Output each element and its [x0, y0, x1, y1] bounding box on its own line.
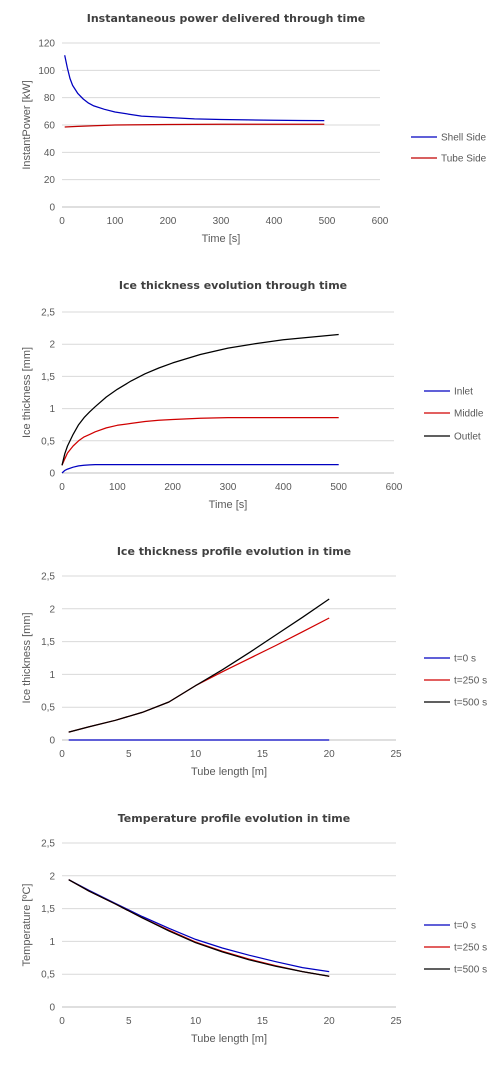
chart-title: Temperature profile evolution in time	[118, 812, 350, 825]
y-tick-label: 0	[49, 1003, 55, 1014]
legend-label: Shell Side	[441, 133, 486, 144]
y-tick-label: 2	[49, 604, 55, 615]
x-tick-label: 10	[190, 749, 202, 760]
x-tick-label: 400	[266, 216, 283, 227]
y-tick-label: 120	[38, 39, 55, 50]
y-tick-label: 1	[49, 670, 55, 681]
x-tick-label: 200	[164, 482, 181, 493]
chart-4: Temperature profile evolution in time 0 0,…	[21, 812, 487, 1045]
y-axis-label: Ice thickness [mm]	[21, 612, 33, 703]
y-tick-label: 1,5	[41, 372, 55, 383]
y-tick-label: 0	[49, 469, 55, 480]
x-tick-label: 100	[107, 216, 124, 227]
x-tick-label: 0	[59, 482, 65, 493]
y-tick-label: 1	[49, 404, 55, 415]
y-tick-label: 0	[49, 736, 55, 747]
series-line-t-500-s	[68, 598, 330, 733]
y-tick-label: 20	[44, 175, 56, 186]
legend-label: t=500 s	[454, 698, 487, 709]
chart-1: Instantaneous power delivered through ti…	[21, 12, 487, 245]
legend-label: t=0 s	[454, 921, 476, 932]
legend-label: Middle	[454, 409, 484, 420]
y-tick-label: 0,5	[41, 703, 55, 714]
series-line-t-500-s	[68, 879, 330, 977]
x-tick-label: 100	[109, 482, 126, 493]
legend-label: t=250 s	[454, 676, 487, 687]
chart-title: Ice thickness evolution through time	[119, 279, 347, 292]
legend-label: Outlet	[454, 432, 481, 443]
x-tick-label: 0	[59, 216, 65, 227]
legend-label: t=250 s	[454, 943, 487, 954]
x-tick-label: 20	[324, 1016, 336, 1027]
y-tick-label: 2,5	[41, 572, 55, 583]
y-tick-label: 100	[38, 66, 55, 77]
chart-3: Ice thickness profile evolution in time 0…	[21, 545, 487, 778]
series-line-t-250-s	[68, 617, 330, 733]
series-line-shell-side	[64, 55, 325, 122]
x-tick-label: 25	[390, 749, 402, 760]
y-tick-label: 1	[49, 937, 55, 948]
x-axis-label: Tube length [m]	[191, 766, 267, 778]
x-axis-label: Tube length [m]	[191, 1033, 267, 1045]
x-tick-label: 10	[190, 1016, 202, 1027]
y-tick-label: 1,5	[41, 904, 55, 915]
x-tick-label: 20	[324, 749, 336, 760]
y-tick-label: 0,5	[41, 970, 55, 981]
x-tick-label: 400	[275, 482, 292, 493]
x-tick-label: 500	[330, 482, 347, 493]
chart-title: Ice thickness profile evolution in time	[117, 545, 351, 558]
x-axis-label: Time [s]	[202, 233, 241, 245]
x-tick-label: 300	[220, 482, 237, 493]
y-tick-label: 60	[44, 121, 56, 132]
chart-title: Instantaneous power delivered through ti…	[87, 12, 366, 25]
x-tick-label: 5	[126, 749, 132, 760]
x-tick-label: 15	[257, 749, 269, 760]
y-axis-label: Ice thickness [mm]	[21, 347, 33, 438]
series-line-outlet	[61, 333, 339, 466]
x-tick-label: 500	[319, 216, 336, 227]
series-line-tube-side	[64, 123, 325, 128]
x-axis-label: Time [s]	[209, 499, 248, 511]
y-axis-label: Temperature [ºC]	[21, 884, 33, 967]
x-tick-label: 15	[257, 1016, 269, 1027]
legend-label: t=0 s	[454, 654, 476, 665]
x-tick-label: 5	[126, 1016, 132, 1027]
chart-2: Ice thickness evolution through time 0 0,5…	[21, 279, 484, 511]
y-axis-label: InstantPower [kW]	[21, 80, 33, 169]
x-tick-label: 0	[59, 1016, 65, 1027]
series-line-t-250-s	[68, 879, 330, 977]
y-tick-label: 0	[49, 203, 55, 214]
y-tick-label: 0,5	[41, 436, 55, 447]
x-tick-label: 200	[160, 216, 177, 227]
series-line-t-0-s	[68, 879, 330, 973]
x-tick-label: 600	[386, 482, 403, 493]
x-tick-label: 300	[213, 216, 230, 227]
series-line-inlet	[61, 463, 339, 474]
y-tick-label: 1,5	[41, 637, 55, 648]
series-line-middle	[61, 416, 339, 466]
y-tick-label: 2,5	[41, 308, 55, 319]
legend-label: Tube Side	[441, 154, 487, 165]
legend-label: Inlet	[454, 387, 473, 398]
x-tick-label: 600	[372, 216, 389, 227]
y-tick-label: 40	[44, 148, 56, 159]
legend-label: t=500 s	[454, 965, 487, 976]
y-tick-label: 2,5	[41, 839, 55, 850]
x-tick-label: 25	[390, 1016, 402, 1027]
y-tick-label: 2	[49, 340, 55, 351]
y-tick-label: 80	[44, 93, 56, 104]
y-tick-label: 2	[49, 871, 55, 882]
x-tick-label: 0	[59, 749, 65, 760]
